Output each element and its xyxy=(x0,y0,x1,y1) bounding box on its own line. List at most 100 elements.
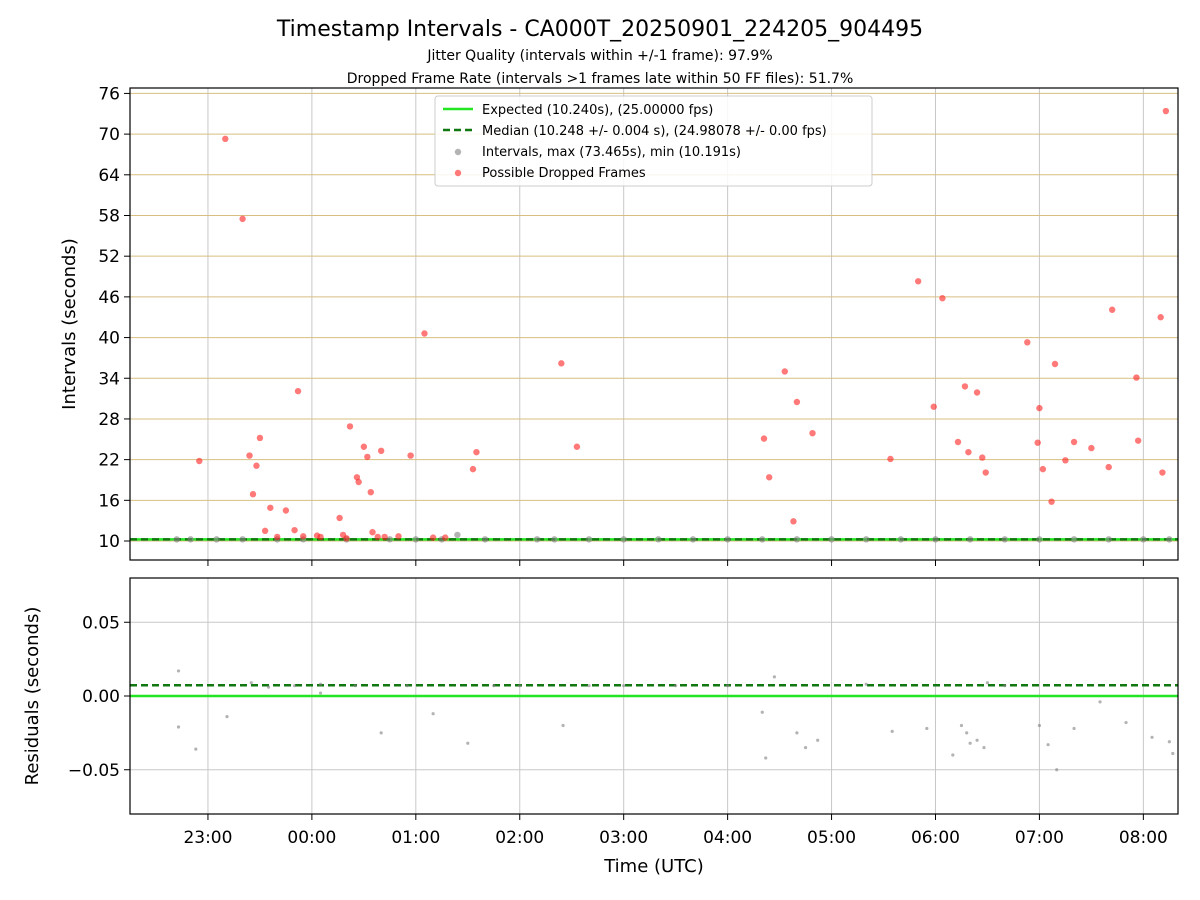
data-point xyxy=(764,756,767,759)
data-point xyxy=(795,731,798,734)
data-point xyxy=(1071,439,1077,445)
data-point xyxy=(1048,498,1054,504)
data-point xyxy=(1109,307,1115,313)
data-point xyxy=(194,748,197,751)
y-tick-label: 34 xyxy=(98,369,120,389)
data-point xyxy=(766,474,772,480)
data-point xyxy=(1052,361,1058,367)
data-point xyxy=(986,681,989,684)
data-point xyxy=(381,534,387,540)
data-point xyxy=(1159,469,1165,475)
data-point xyxy=(561,724,564,727)
data-point xyxy=(413,536,419,542)
data-point xyxy=(473,449,479,455)
data-point xyxy=(982,746,985,749)
data-point xyxy=(378,448,384,454)
data-point xyxy=(1133,374,1139,380)
x-tick-label: 06:00 xyxy=(911,828,960,848)
data-point xyxy=(196,458,202,464)
data-point xyxy=(1038,724,1041,727)
data-point xyxy=(225,715,228,718)
data-point xyxy=(406,684,409,687)
data-point xyxy=(430,534,436,540)
data-point xyxy=(257,435,263,441)
data-point xyxy=(622,684,625,687)
data-point xyxy=(336,515,342,521)
data-point xyxy=(979,454,985,460)
y-tick-label: 16 xyxy=(98,491,120,511)
y-tick-label: 0.00 xyxy=(82,687,120,707)
data-point xyxy=(319,691,322,694)
data-point xyxy=(262,528,268,534)
data-point xyxy=(761,711,764,714)
data-point xyxy=(253,463,259,469)
y-tick-label: 22 xyxy=(98,451,120,471)
x-tick-label: 04:00 xyxy=(703,828,752,848)
data-point xyxy=(690,536,696,542)
data-point xyxy=(1034,439,1040,445)
data-point xyxy=(816,739,819,742)
data-point xyxy=(587,684,590,687)
y-tick-label: 52 xyxy=(98,247,120,267)
data-point xyxy=(454,532,460,538)
data-point xyxy=(620,536,626,542)
y-tick-label: 58 xyxy=(98,206,120,226)
y-tick-label: 10 xyxy=(98,532,120,552)
data-point xyxy=(967,536,973,542)
data-point xyxy=(1046,743,1049,746)
data-point xyxy=(558,360,564,366)
data-point xyxy=(361,444,367,450)
data-point xyxy=(804,746,807,749)
data-point xyxy=(293,684,296,687)
data-point xyxy=(317,534,323,540)
data-point xyxy=(364,454,370,460)
data-point xyxy=(380,731,383,734)
data-point xyxy=(222,136,228,142)
data-point xyxy=(915,278,921,284)
data-point xyxy=(291,527,297,533)
data-point xyxy=(1002,536,1008,542)
data-point xyxy=(891,730,894,733)
y-tick-label: 40 xyxy=(98,329,120,349)
data-point xyxy=(213,536,219,542)
data-point xyxy=(534,536,540,542)
data-point xyxy=(1163,108,1169,114)
data-point xyxy=(239,216,245,222)
data-point xyxy=(1036,536,1042,542)
data-point xyxy=(965,731,968,734)
data-point xyxy=(1106,536,1112,542)
data-point xyxy=(246,452,252,458)
data-point xyxy=(470,466,476,472)
data-point xyxy=(551,536,557,542)
x-tick-label: 08:00 xyxy=(1119,828,1168,848)
data-point xyxy=(1062,457,1068,463)
data-point xyxy=(951,753,954,756)
data-point xyxy=(887,456,893,462)
legend-intervals-label: Intervals, max (73.465s), min (10.191s) xyxy=(482,145,741,160)
data-point xyxy=(300,533,306,539)
data-point xyxy=(828,536,834,542)
data-point xyxy=(1106,464,1112,470)
data-point xyxy=(1098,700,1101,703)
data-point xyxy=(1171,752,1174,755)
data-point xyxy=(518,684,521,687)
data-point xyxy=(295,388,301,394)
data-point xyxy=(1055,768,1058,771)
top-ylabel: Intervals (seconds) xyxy=(59,238,80,410)
data-point xyxy=(466,742,469,745)
x-tick-label: 03:00 xyxy=(599,828,648,848)
data-point xyxy=(482,536,488,542)
y-tick-label: −0.05 xyxy=(68,761,120,781)
data-point xyxy=(974,389,980,395)
data-point xyxy=(655,536,661,542)
legend-median-label: Median (10.248 +/- 0.004 s), (24.98078 +… xyxy=(482,124,827,139)
data-point xyxy=(975,739,978,742)
x-axis-label: Time (UTC) xyxy=(603,856,704,877)
data-point xyxy=(898,536,904,542)
y-tick-label: 70 xyxy=(98,125,120,145)
data-point xyxy=(1150,736,1153,739)
data-point xyxy=(267,505,273,511)
x-tick-label: 00:00 xyxy=(287,828,336,848)
data-point xyxy=(343,535,349,541)
x-tick-label: 02:00 xyxy=(495,828,544,848)
